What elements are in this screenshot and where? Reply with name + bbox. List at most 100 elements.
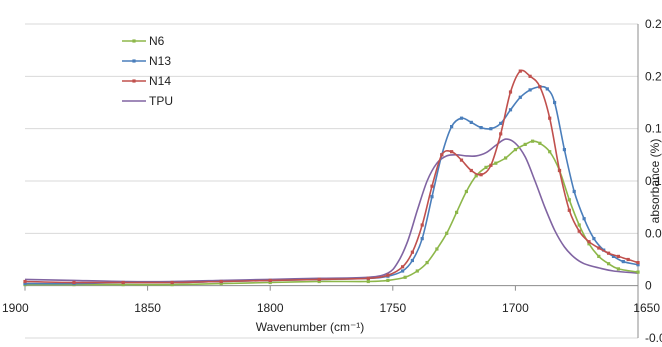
y-tick-label: 0.25 xyxy=(645,17,662,31)
data-point-n14 xyxy=(597,246,601,250)
data-point-n6 xyxy=(403,275,407,279)
data-point-n13 xyxy=(562,148,566,152)
legend-entry-n6: N6 xyxy=(122,34,165,48)
data-point-n6 xyxy=(513,148,517,152)
data-point-n6 xyxy=(474,174,478,178)
x-tick-label: 1900 xyxy=(2,301,29,315)
data-point-n14 xyxy=(72,280,76,285)
data-point-n14 xyxy=(219,279,223,284)
data-point-n6 xyxy=(455,210,459,214)
data-point-n6 xyxy=(616,267,620,271)
series-tpu xyxy=(24,138,639,283)
data-point-n6 xyxy=(597,254,601,258)
y-axis-label: absorbance (%) xyxy=(648,139,662,224)
data-point-n13 xyxy=(459,116,464,120)
data-point-n14 xyxy=(587,240,591,244)
data-point-n6 xyxy=(415,269,419,273)
data-point-n13 xyxy=(469,120,473,124)
data-point-n6 xyxy=(567,198,571,202)
data-point-n14 xyxy=(548,116,552,120)
data-point-n14 xyxy=(121,280,125,285)
data-point-n6 xyxy=(170,283,174,287)
data-point-n13 xyxy=(489,127,493,131)
series-line-n14 xyxy=(24,69,639,284)
data-point-n14 xyxy=(440,153,444,157)
x-tick-label: 1650 xyxy=(633,301,660,315)
data-point-n14 xyxy=(170,280,174,285)
data-point-n14 xyxy=(317,277,321,281)
data-point-n14 xyxy=(459,158,464,162)
data-point-n14 xyxy=(508,90,513,94)
x-tick-label: 1750 xyxy=(379,301,406,315)
legend: N6 N13 N14 TPU xyxy=(122,34,173,108)
y-tick-label: 0.05 xyxy=(645,226,662,240)
data-point-n6 xyxy=(386,278,390,282)
data-point-n13 xyxy=(636,263,640,267)
y-tick-label: 0.1 xyxy=(645,174,662,188)
data-point-n13 xyxy=(430,195,434,199)
data-point-n13 xyxy=(450,125,454,129)
data-point-n14 xyxy=(636,261,640,265)
data-point-n13 xyxy=(499,121,503,125)
data-point-n14 xyxy=(386,273,390,277)
data-point-n6 xyxy=(577,223,581,227)
data-point-n14 xyxy=(616,254,620,258)
data-point-n6 xyxy=(548,150,552,154)
legend-label-n13: N13 xyxy=(149,54,171,68)
series-layer xyxy=(23,69,640,287)
data-point-n13 xyxy=(528,88,532,92)
series-n14 xyxy=(23,69,640,285)
data-point-n6 xyxy=(538,141,542,145)
legend-entry-n14: N14 xyxy=(122,74,171,88)
data-point-n6 xyxy=(504,156,508,160)
data-point-n6 xyxy=(531,139,535,143)
legend-label-tpu: TPU xyxy=(149,94,173,108)
data-point-n14 xyxy=(23,279,27,284)
data-point-n14 xyxy=(607,251,611,255)
data-point-n6 xyxy=(523,142,527,146)
data-point-n14 xyxy=(366,276,370,280)
gridlines xyxy=(25,23,638,339)
x-tick-label: 1700 xyxy=(502,301,529,315)
data-point-n13 xyxy=(479,126,483,130)
data-point-n14 xyxy=(626,257,630,262)
legend-label-n14: N14 xyxy=(149,74,171,88)
data-point-n13 xyxy=(611,254,616,258)
data-point-n14 xyxy=(401,265,405,269)
data-point-n13 xyxy=(508,108,513,112)
data-point-n14 xyxy=(430,184,434,188)
data-point-n6 xyxy=(445,231,449,235)
data-point-n6 xyxy=(484,165,488,169)
data-point-n13 xyxy=(23,282,27,286)
data-point-n14 xyxy=(479,173,483,177)
data-point-n6 xyxy=(607,262,611,266)
data-point-n14 xyxy=(450,150,454,154)
legend-label-n6: N6 xyxy=(149,34,165,48)
data-point-n6 xyxy=(494,161,498,165)
data-point-n14 xyxy=(528,74,532,78)
x-tick-label: 1850 xyxy=(134,301,161,315)
data-point-n14 xyxy=(518,69,522,73)
data-point-n14 xyxy=(410,250,414,254)
data-point-n13 xyxy=(582,217,586,221)
data-point-n14 xyxy=(567,208,571,212)
data-point-n6 xyxy=(268,280,272,285)
data-point-n13 xyxy=(553,100,557,105)
data-point-n6 xyxy=(587,242,591,246)
data-point-n6 xyxy=(435,247,439,251)
x-tick-label: 1800 xyxy=(257,301,284,315)
y-tick-label: 0 xyxy=(645,279,652,293)
axes: 0.25 0.2 0.15 0.1 0.05 0 -0.05 1900 1850 1800 1750… xyxy=(2,17,662,345)
data-point-n13 xyxy=(401,269,405,273)
data-point-n13 xyxy=(518,95,522,99)
data-point-n6 xyxy=(366,279,370,284)
data-point-n14 xyxy=(420,223,424,227)
data-point-n6 xyxy=(219,282,223,286)
data-point-n14 xyxy=(538,85,542,89)
data-point-n14 xyxy=(499,132,503,136)
x-axis-label: Wavenumber (cm⁻¹) xyxy=(256,320,365,334)
data-point-n14 xyxy=(557,168,562,173)
data-point-n13 xyxy=(572,189,576,194)
